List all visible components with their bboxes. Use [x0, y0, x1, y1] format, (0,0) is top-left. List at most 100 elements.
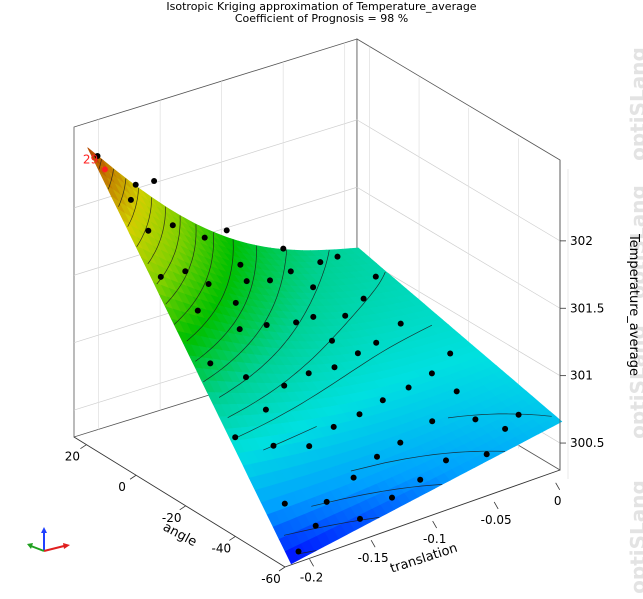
support-point	[323, 498, 330, 505]
tick-label-temperature: 301	[570, 369, 593, 383]
support-point	[270, 442, 277, 449]
surface-patch	[547, 416, 563, 427]
support-point	[329, 337, 335, 344]
support-point	[94, 153, 101, 159]
tick-mark	[309, 559, 314, 567]
support-point	[232, 299, 239, 306]
tick-label-translation: -0.1	[423, 532, 446, 546]
support-point	[201, 234, 208, 241]
contour-line	[195, 245, 257, 362]
support-points: 29	[83, 152, 522, 555]
grid-line	[356, 186, 561, 309]
contour-line	[283, 517, 380, 536]
support-point	[330, 423, 337, 430]
support-point	[243, 374, 249, 381]
tick-mark	[80, 444, 87, 449]
axis-box-front-edges	[73, 160, 561, 568]
support-point	[295, 548, 302, 555]
support-point	[169, 222, 176, 229]
contour-line	[127, 187, 139, 227]
contour-line	[297, 550, 317, 555]
support-point	[306, 443, 313, 450]
support-point	[205, 281, 212, 287]
tick-label-angle: 20	[65, 450, 80, 464]
support-point	[502, 425, 509, 432]
support-point	[207, 360, 214, 367]
support-point	[354, 350, 361, 357]
contour-line	[107, 168, 114, 190]
support-point	[194, 307, 201, 314]
tick-label-translation: -0.2	[300, 570, 323, 584]
tick-label-angle: 0	[118, 480, 126, 494]
axis-line-angle	[73, 436, 286, 568]
grid-line	[73, 186, 358, 276]
contour-line	[173, 232, 214, 325]
support-point	[280, 245, 287, 252]
support-point	[453, 388, 460, 395]
support-point	[127, 196, 134, 203]
tick-label-temperature: 301.5	[570, 301, 604, 315]
support-point	[356, 411, 363, 418]
grid-line	[356, 119, 561, 242]
contour-line	[147, 206, 166, 265]
contour-line	[156, 215, 181, 285]
highlighted-point	[101, 166, 108, 173]
tick-mark	[229, 536, 236, 541]
triad-y-axis	[30, 545, 45, 552]
support-point	[262, 406, 269, 413]
support-point	[145, 227, 152, 234]
support-point	[472, 416, 479, 423]
support-point	[293, 319, 300, 326]
support-point	[515, 411, 522, 418]
support-point	[267, 277, 273, 284]
tick-mark	[555, 482, 561, 491]
support-point	[157, 273, 164, 280]
support-point	[397, 320, 404, 327]
grid-line	[356, 254, 561, 376]
support-point	[443, 457, 449, 464]
support-point	[397, 439, 404, 446]
support-point	[429, 418, 436, 425]
support-point	[417, 476, 424, 483]
temperature-axis: 300.5 301 301.5 302 Temperature_average	[560, 233, 641, 450]
support-point	[310, 284, 317, 291]
support-point	[287, 268, 294, 275]
support-point	[182, 268, 189, 275]
support-point	[447, 350, 454, 357]
support-point	[483, 451, 490, 458]
tick-mark	[129, 474, 137, 480]
tick-label-translation: 0	[554, 494, 562, 508]
tick-label-angle: -20	[162, 511, 182, 525]
chart-subtitle: Coefficient of Prognosis = 98 %	[234, 12, 409, 25]
support-point	[223, 227, 230, 234]
support-point	[334, 253, 341, 260]
support-point	[236, 326, 243, 333]
contour-line	[165, 224, 197, 305]
support-point	[389, 494, 395, 501]
support-point	[237, 261, 244, 268]
support-point	[372, 273, 379, 280]
support-point	[243, 278, 250, 285]
triad-z-arrow	[41, 527, 47, 533]
contour-line	[311, 484, 443, 507]
chart-title: Isotropic Kriging approximation of Tempe…	[166, 0, 477, 13]
support-point	[132, 181, 139, 188]
tick-mark	[179, 505, 186, 511]
tick-mark	[432, 520, 437, 529]
contour-lines	[98, 158, 552, 555]
contour-line	[98, 158, 102, 170]
support-point	[357, 515, 363, 522]
support-point	[331, 364, 338, 371]
support-point	[360, 295, 367, 302]
support-point	[374, 453, 380, 460]
support-point	[373, 339, 380, 346]
orientation-triad-icon	[27, 527, 70, 552]
axis-line-translation	[284, 469, 561, 568]
contour-line	[234, 324, 433, 439]
support-point	[263, 322, 270, 328]
support-point	[281, 382, 288, 389]
contour-line	[227, 271, 386, 419]
contour-line	[447, 413, 552, 419]
